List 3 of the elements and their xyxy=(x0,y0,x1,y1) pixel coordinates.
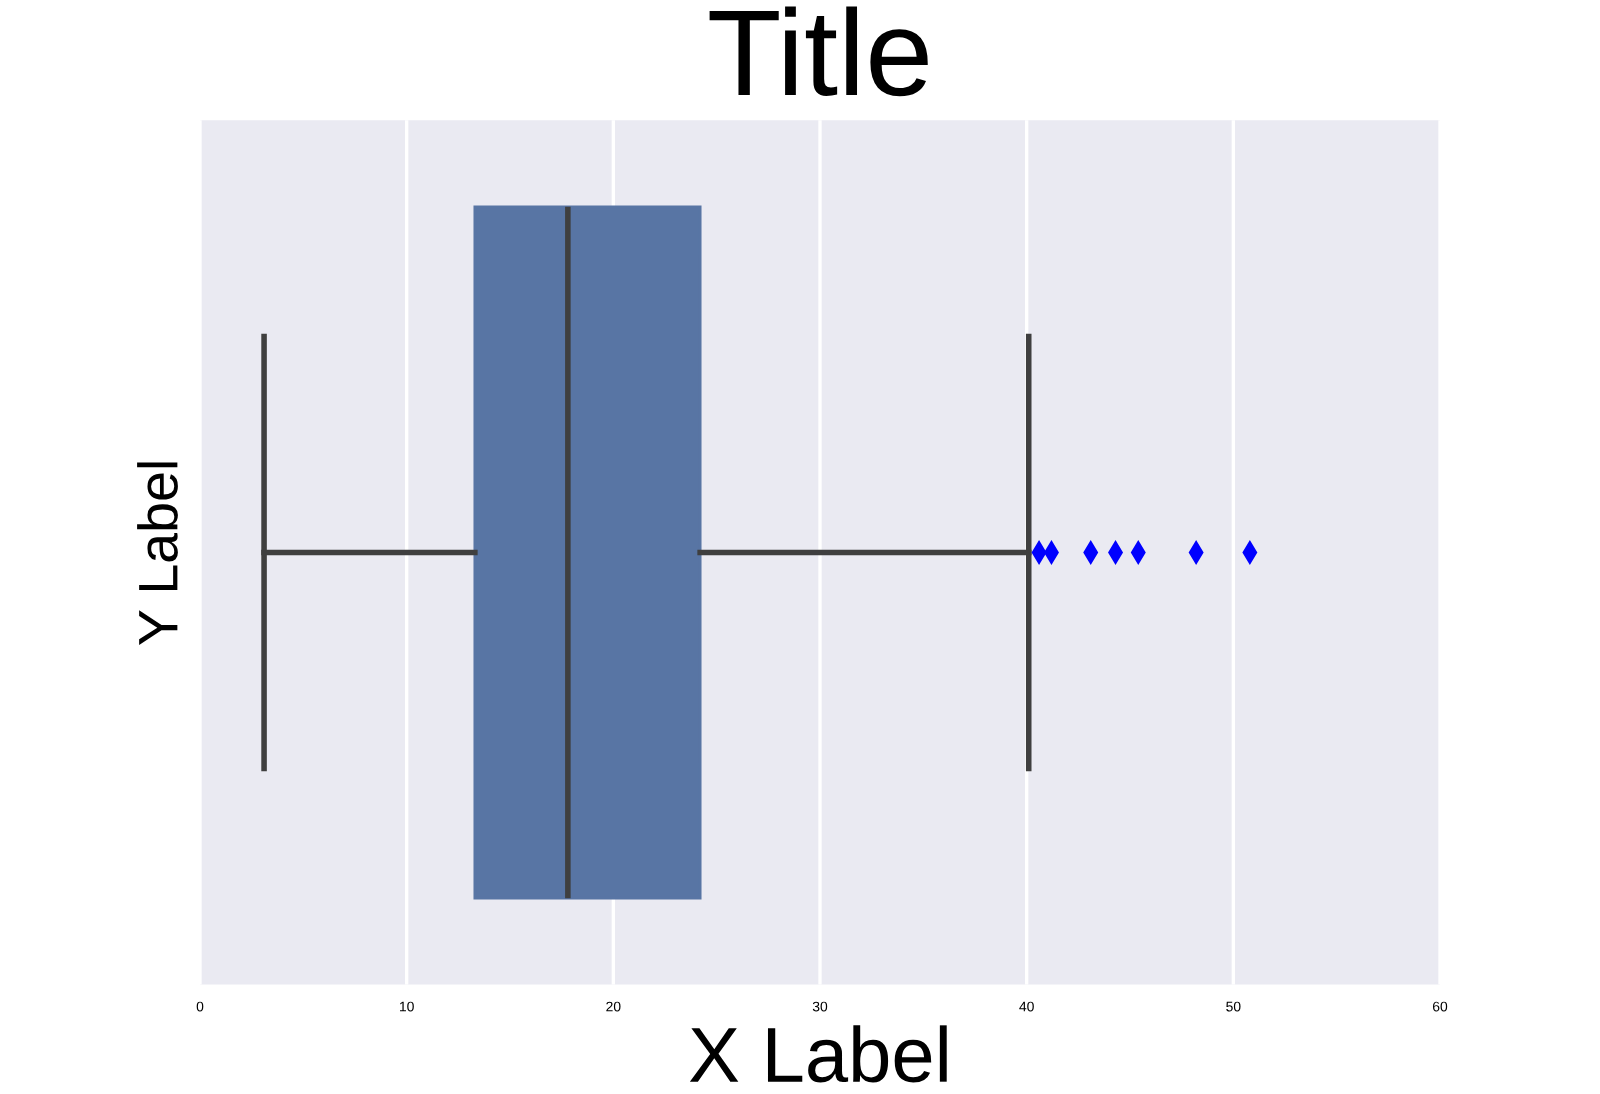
y-axis-title: Y Label xyxy=(137,462,178,645)
chart-title: Title xyxy=(709,6,928,97)
x-axis-title: X Label xyxy=(689,1025,947,1083)
